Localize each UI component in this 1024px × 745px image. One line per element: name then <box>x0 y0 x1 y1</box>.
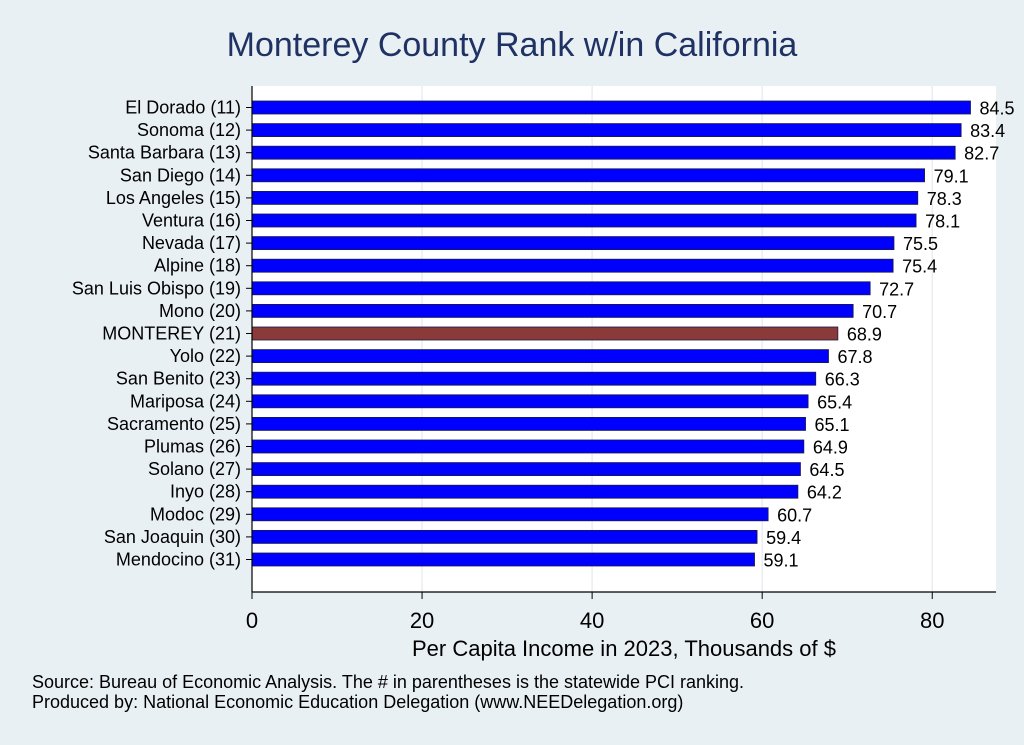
category-label: Santa Barbara (13) <box>88 143 241 163</box>
bar <box>251 530 758 544</box>
x-tick-label: 60 <box>750 608 774 633</box>
category-label: San Joaquin (30) <box>104 527 241 547</box>
value-label: 68.9 <box>847 325 882 345</box>
bar <box>251 394 809 409</box>
bar <box>251 552 755 567</box>
value-label: 60.7 <box>777 505 812 525</box>
category-label: Los Angeles (15) <box>106 188 241 208</box>
bar <box>251 371 817 386</box>
bar <box>251 439 805 454</box>
x-tick-label: 20 <box>410 608 434 633</box>
value-label: 64.2 <box>807 483 842 503</box>
category-label: Alpine (18) <box>154 256 241 276</box>
bar <box>251 462 801 477</box>
category-label: Solano (27) <box>148 459 241 479</box>
category-label: MONTEREY (21) <box>102 324 241 344</box>
bar <box>251 484 799 499</box>
bar <box>251 213 917 228</box>
value-label: 84.5 <box>979 99 1014 119</box>
value-label: 78.3 <box>927 189 962 209</box>
value-label: 78.1 <box>925 212 960 232</box>
value-label: 64.9 <box>813 438 848 458</box>
value-label: 64.5 <box>809 460 844 480</box>
bar <box>251 100 971 115</box>
source-note: Source: Bureau of Economic Analysis. The… <box>32 672 745 692</box>
value-label: 59.1 <box>764 551 799 571</box>
category-label: Sacramento (25) <box>107 414 241 434</box>
bar <box>251 326 839 341</box>
x-tick-label: 40 <box>580 608 604 633</box>
value-label: 82.7 <box>964 144 999 164</box>
value-label: 67.8 <box>837 347 872 367</box>
bar <box>251 258 894 273</box>
category-label: San Luis Obispo (19) <box>72 278 241 298</box>
bar <box>251 507 769 522</box>
value-label: 59.4 <box>766 528 801 548</box>
bar <box>251 281 871 296</box>
category-label: Plumas (26) <box>144 437 241 457</box>
category-label: Mendocino (31) <box>116 550 241 570</box>
x-tick-label: 0 <box>246 608 258 633</box>
bar <box>251 123 962 137</box>
value-label: 65.1 <box>815 415 850 435</box>
category-label: El Dorado (11) <box>125 98 241 118</box>
bar <box>251 416 806 431</box>
bar <box>251 349 829 364</box>
category-label: San Benito (23) <box>116 369 241 389</box>
value-label: 70.7 <box>862 302 897 322</box>
x-tick-label: 80 <box>920 608 944 633</box>
x-axis-label: Per Capita Income in 2023, Thousands of … <box>412 636 836 661</box>
bar <box>251 168 925 183</box>
category-label: Inyo (28) <box>170 482 241 502</box>
bar <box>251 190 919 205</box>
value-label: 75.4 <box>902 257 937 277</box>
category-label: Mono (20) <box>159 301 241 321</box>
produced-by-note: Produced by: National Economic Education… <box>32 692 684 712</box>
bar <box>251 236 895 251</box>
category-label: San Diego (14) <box>120 165 241 185</box>
bar <box>251 145 956 160</box>
value-label: 83.4 <box>970 121 1005 141</box>
category-label: Nevada (17) <box>142 233 241 253</box>
category-label: Modoc (29) <box>150 504 241 524</box>
bar <box>251 303 854 318</box>
category-label: Sonoma (12) <box>137 120 241 140</box>
chart-title: Monterey County Rank w/in California <box>226 26 798 64</box>
value-label: 72.7 <box>879 279 914 299</box>
category-label: Mariposa (24) <box>130 391 241 411</box>
category-label: Yolo (22) <box>170 346 241 366</box>
value-label: 79.1 <box>934 166 969 186</box>
category-label: Ventura (16) <box>142 211 241 231</box>
value-label: 65.4 <box>817 392 852 412</box>
value-label: 66.3 <box>825 370 860 390</box>
value-label: 75.5 <box>903 234 938 254</box>
